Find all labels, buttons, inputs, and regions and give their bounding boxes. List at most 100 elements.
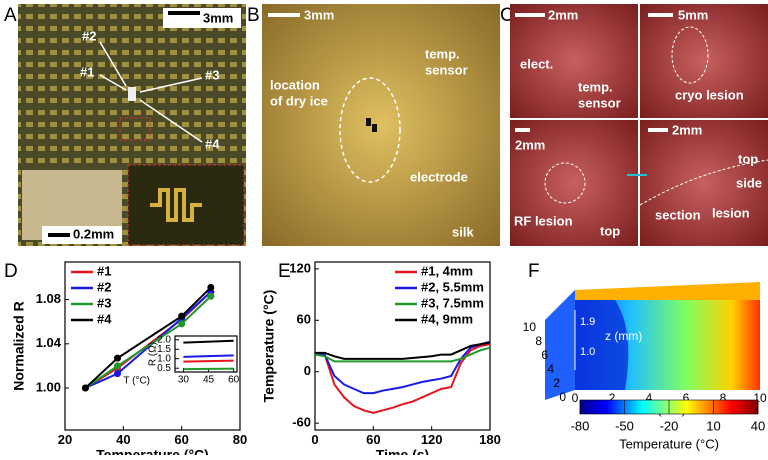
y-tick-label: 1.0 xyxy=(157,353,171,364)
side-face xyxy=(545,290,575,400)
device-photo xyxy=(262,4,500,246)
y-axis-label: R (Ω) xyxy=(148,342,159,366)
data-point xyxy=(81,384,89,392)
plot-frame xyxy=(314,261,491,431)
y-tick-label: 1.5 xyxy=(157,344,171,355)
x-axis-label: Temperature (°C) xyxy=(96,447,209,455)
panel-label: F xyxy=(528,261,540,282)
y-tick-label: -60 xyxy=(292,415,311,430)
tile xyxy=(510,4,638,118)
y-tick-label: 0.5 xyxy=(157,363,171,374)
r-tick-label: 8 xyxy=(720,391,727,405)
scale: 2mm xyxy=(548,7,578,22)
r-tick-label: 4 xyxy=(646,391,653,405)
label: RF lesion xyxy=(514,213,573,228)
photo-b: 3mm location of dry ice temp. sensor ele… xyxy=(262,4,500,246)
data-point xyxy=(207,292,215,300)
outline xyxy=(639,159,768,206)
y-axis-label: Temperature (°C) xyxy=(261,290,277,403)
arrows xyxy=(99,41,203,143)
legend-label: #1 xyxy=(97,263,111,278)
depth-tick-label: 8 xyxy=(535,334,542,348)
label: cryo lesion xyxy=(675,87,744,102)
x-tick-label: 0 xyxy=(311,432,318,447)
series-line xyxy=(84,286,212,389)
series-line xyxy=(183,367,234,371)
label: sensor xyxy=(578,95,621,110)
label: side xyxy=(736,175,762,190)
label: top xyxy=(600,223,620,238)
sensor xyxy=(128,87,136,101)
z-tick-label: 1.9 xyxy=(580,316,595,328)
series-line xyxy=(315,341,491,360)
data-point xyxy=(114,362,121,370)
scale: 2mm xyxy=(515,137,545,152)
depth-tick-label: 0 xyxy=(559,390,566,404)
panel-label: E xyxy=(278,261,291,282)
tile xyxy=(640,4,768,118)
inset-trace xyxy=(150,188,202,222)
outline xyxy=(671,26,709,84)
series-line xyxy=(183,354,234,358)
colorbar-label: Temperature (°C) xyxy=(619,436,719,451)
colorbar-tick-label: -20 xyxy=(660,418,679,433)
label: temp. xyxy=(578,79,613,94)
scale: 2mm xyxy=(672,122,702,137)
colorbar-tick-label: 10 xyxy=(706,418,720,433)
z-axis-label: z (mm) xyxy=(605,329,642,343)
data-point xyxy=(114,354,121,362)
data-point xyxy=(178,320,186,328)
top-face xyxy=(575,282,760,300)
simulation xyxy=(545,282,760,400)
r-tick-label: 6 xyxy=(683,391,690,405)
panel-label: D xyxy=(4,261,18,282)
depth-tick-label: 4 xyxy=(547,362,554,376)
x-tick-label: 45 xyxy=(203,375,215,386)
panel-label: A xyxy=(4,5,17,26)
y-tick-label: 60 xyxy=(297,312,311,327)
colorbar-tick-label: 40 xyxy=(751,418,765,433)
label: location xyxy=(270,77,320,92)
depth-tick-label: 6 xyxy=(541,348,548,362)
tile xyxy=(510,120,638,246)
series-line xyxy=(84,295,212,389)
label: top xyxy=(738,151,758,166)
scale: 0.2mm xyxy=(73,226,114,241)
sensor-label: #1 xyxy=(80,64,94,79)
z-tick-label: 1.0 xyxy=(580,346,595,358)
x-tick-label: 40 xyxy=(116,432,130,447)
x-axis-label: T (°C) xyxy=(123,376,150,387)
legend-label: #2, 5.5mm xyxy=(421,279,484,294)
scale-bars xyxy=(515,13,673,132)
photo-c: 2mm elect. temp. sensor 5mm cryo lesion … xyxy=(510,4,768,246)
data-point xyxy=(114,370,121,378)
legend-label: #4 xyxy=(97,311,112,326)
depth-tick-label: 2 xyxy=(553,376,560,390)
series-line xyxy=(315,343,491,414)
x-tick-label: 20 xyxy=(58,432,72,447)
x-tick-label: 80 xyxy=(233,432,247,447)
data-point xyxy=(178,312,186,320)
label: elect. xyxy=(520,56,553,71)
label: electrode xyxy=(410,169,468,184)
sensor-label: #4 xyxy=(205,136,220,151)
depth-tick-label: 10 xyxy=(523,320,537,334)
legend-label: #1, 4mm xyxy=(421,263,473,278)
legend-label: #4, 9mm xyxy=(421,311,473,326)
series-line xyxy=(314,346,491,363)
x-tick-label: 60 xyxy=(228,375,240,386)
x-tick-label: 120 xyxy=(421,432,443,447)
r-tick-label: 2 xyxy=(609,391,616,405)
label: lesion xyxy=(712,205,750,220)
y-tick-label: 120 xyxy=(289,260,311,275)
scale: 3mm xyxy=(203,10,233,25)
x-axis-label: Time (s) xyxy=(376,447,429,455)
scale: 3mm xyxy=(304,7,334,22)
scale-box xyxy=(42,226,122,244)
legend-label: #3, 7.5mm xyxy=(421,295,484,310)
colorbar-tick-label: -50 xyxy=(615,418,634,433)
zoom-box xyxy=(119,117,151,141)
label: silk xyxy=(452,224,474,239)
cold-zone xyxy=(575,300,629,390)
